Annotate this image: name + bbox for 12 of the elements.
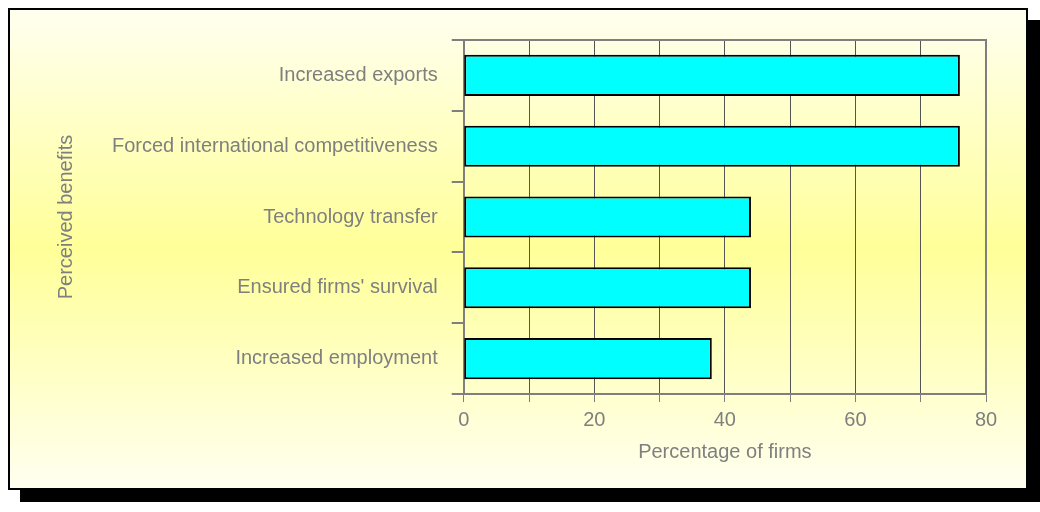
x-tick-label: 80 bbox=[974, 407, 998, 430]
y-tick-label: Ensured firms' survival bbox=[237, 275, 438, 298]
y-axis-title: Perceived benefits bbox=[53, 134, 76, 300]
y-tick-label: Forced international competitiveness bbox=[111, 133, 438, 156]
x-tick-label: 20 bbox=[583, 407, 606, 430]
x-tick-label: 60 bbox=[844, 407, 867, 430]
y-tick-label: Technology transfer bbox=[263, 204, 439, 227]
y-tick-label: Increased exports bbox=[278, 62, 438, 85]
x-tick-label: 0 bbox=[458, 407, 470, 430]
y-tick-label: Increased employment bbox=[235, 346, 439, 369]
x-tick-label: 40 bbox=[713, 407, 736, 430]
x-axis-title: Percentage of firms bbox=[638, 439, 812, 462]
